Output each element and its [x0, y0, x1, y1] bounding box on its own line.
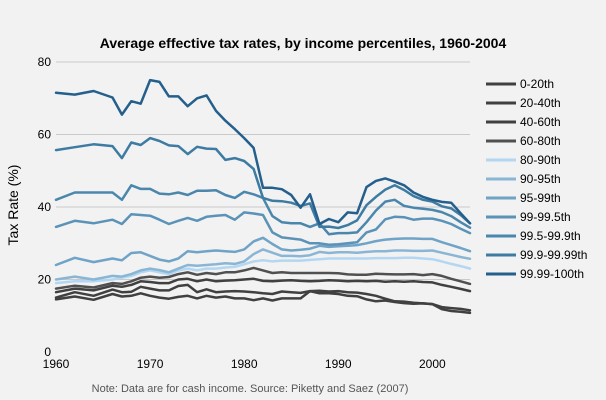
series-line-6: [54, 248, 472, 281]
series-line-1: [54, 289, 472, 315]
y-tick-label: 40: [38, 200, 52, 214]
x-tick-label: 1980: [231, 357, 258, 371]
y-tick-label: 60: [38, 128, 52, 142]
legend-label: 95-99th: [520, 191, 561, 205]
legend-item[interactable]: 90-95th: [486, 172, 561, 186]
legend-item[interactable]: 99.5-99.9th: [486, 229, 581, 243]
legend-item[interactable]: 80-90th: [486, 153, 561, 167]
x-tick-label: 1960: [43, 357, 70, 371]
legend-item[interactable]: 99.9-99.99th: [486, 248, 587, 262]
series-line-2: [54, 283, 472, 312]
legend-label: 99.9-99.99th: [520, 248, 587, 262]
legend-label: 40-60th: [520, 115, 561, 129]
series-line-9: [54, 184, 472, 236]
series-line-10: [54, 136, 472, 230]
x-tick-label: 2000: [419, 357, 446, 371]
x-tick-label: 1970: [137, 357, 164, 371]
legend-label: 60-80th: [520, 134, 561, 148]
series-line-11: [54, 78, 472, 226]
series-line-5: [54, 256, 472, 285]
series-lines: [54, 78, 472, 315]
series-line-7: [54, 236, 472, 267]
tick-labels: 0 20 40 60 80 1960 1970 1980 1990 2000: [38, 55, 446, 371]
chart-note: Note: Data are for cash income. Source: …: [92, 383, 409, 395]
legend-label: 0-20th: [520, 77, 554, 91]
legend-item[interactable]: 99-99.5th: [486, 210, 571, 224]
y-tick-label: 20: [38, 273, 52, 287]
legend-item[interactable]: 40-60th: [486, 115, 561, 129]
legend-label: 90-95th: [520, 172, 561, 186]
legend-item[interactable]: 99.99-100th: [486, 267, 584, 281]
legend-item[interactable]: 60-80th: [486, 134, 561, 148]
x-tick-label: 1990: [325, 357, 352, 371]
grid-layer: [56, 61, 470, 280]
y-axis-label: Tax Rate (%): [5, 165, 21, 246]
legend-label: 99-99.5th: [520, 210, 571, 224]
legend[interactable]: 0-20th 20-40th 40-60th 60-80th 80-90th 90-95t…: [486, 77, 587, 281]
series-line-3: [54, 277, 472, 294]
legend-item[interactable]: 95-99th: [486, 191, 561, 205]
series-line-4: [54, 266, 472, 290]
legend-label: 99.5-99.9th: [520, 229, 581, 243]
legend-label: 20-40th: [520, 96, 561, 110]
legend-item[interactable]: 0-20th: [486, 77, 554, 91]
legend-label: 80-90th: [520, 153, 561, 167]
legend-label: 99.99-100th: [520, 267, 584, 281]
legend-item[interactable]: 20-40th: [486, 96, 561, 110]
chart-title: Average effective tax rates, by income p…: [100, 35, 507, 51]
y-tick-label: 80: [38, 55, 52, 69]
series-line-8: [54, 211, 472, 246]
y-tick-label: 0: [44, 345, 51, 359]
